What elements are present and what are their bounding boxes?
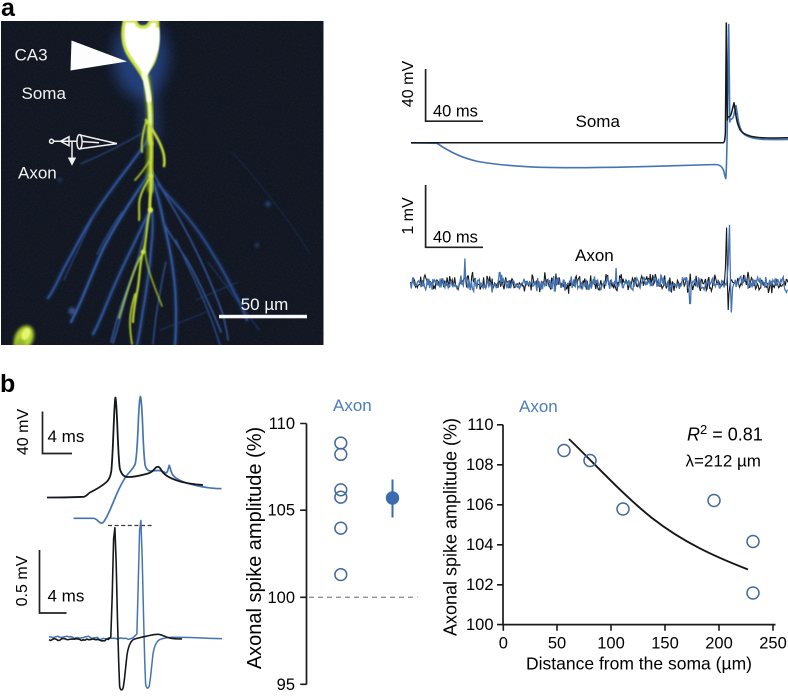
svg-text:105: 105	[267, 502, 295, 520]
svg-text:b: b	[0, 370, 15, 398]
svg-text:1 mV: 1 mV	[400, 197, 417, 235]
svg-text:Axonal spike amplitude (%): Axonal spike amplitude (%)	[244, 427, 266, 669]
svg-text:4 ms: 4 ms	[48, 427, 85, 446]
svg-text:250: 250	[759, 635, 787, 653]
svg-text:Axon: Axon	[575, 246, 614, 265]
svg-text:40 mV: 40 mV	[15, 409, 32, 456]
svg-text:40 ms: 40 ms	[433, 229, 478, 247]
svg-text:Soma: Soma	[22, 84, 67, 103]
svg-text:100: 100	[267, 589, 295, 607]
svg-text:CA3: CA3	[15, 45, 48, 64]
svg-text:100: 100	[466, 616, 494, 634]
svg-text:104: 104	[466, 536, 494, 554]
svg-text:0: 0	[499, 635, 508, 653]
svg-text:40 ms: 40 ms	[433, 103, 478, 121]
svg-text:50 µm: 50 µm	[241, 295, 289, 314]
svg-text:Axon: Axon	[519, 397, 558, 416]
svg-text:106: 106	[466, 496, 494, 514]
svg-text:Axonal spike amplitude (%): Axonal spike amplitude (%)	[441, 418, 461, 636]
svg-text:50: 50	[548, 635, 566, 653]
svg-text:40 mV: 40 mV	[400, 61, 417, 108]
svg-text:200: 200	[705, 635, 733, 653]
svg-text:95: 95	[277, 676, 295, 694]
svg-text:102: 102	[466, 576, 494, 594]
svg-text:100: 100	[597, 635, 625, 653]
svg-text:a: a	[1, 0, 16, 22]
svg-text:Soma: Soma	[576, 112, 621, 131]
svg-text:λ=212 µm: λ=212 µm	[686, 452, 761, 471]
svg-text:Distance from the soma (µm): Distance from the soma (µm)	[526, 654, 752, 674]
svg-text:110: 110	[467, 416, 493, 434]
svg-text:Axon: Axon	[18, 164, 57, 183]
svg-text:R2 = 0.81: R2 = 0.81	[687, 422, 763, 445]
svg-text:110: 110	[269, 415, 295, 433]
svg-text:150: 150	[651, 635, 679, 653]
svg-text:4 ms: 4 ms	[48, 587, 85, 606]
svg-text:108: 108	[466, 456, 494, 474]
svg-text:0.5 mV: 0.5 mV	[14, 555, 31, 606]
svg-text:Axon: Axon	[333, 396, 372, 415]
